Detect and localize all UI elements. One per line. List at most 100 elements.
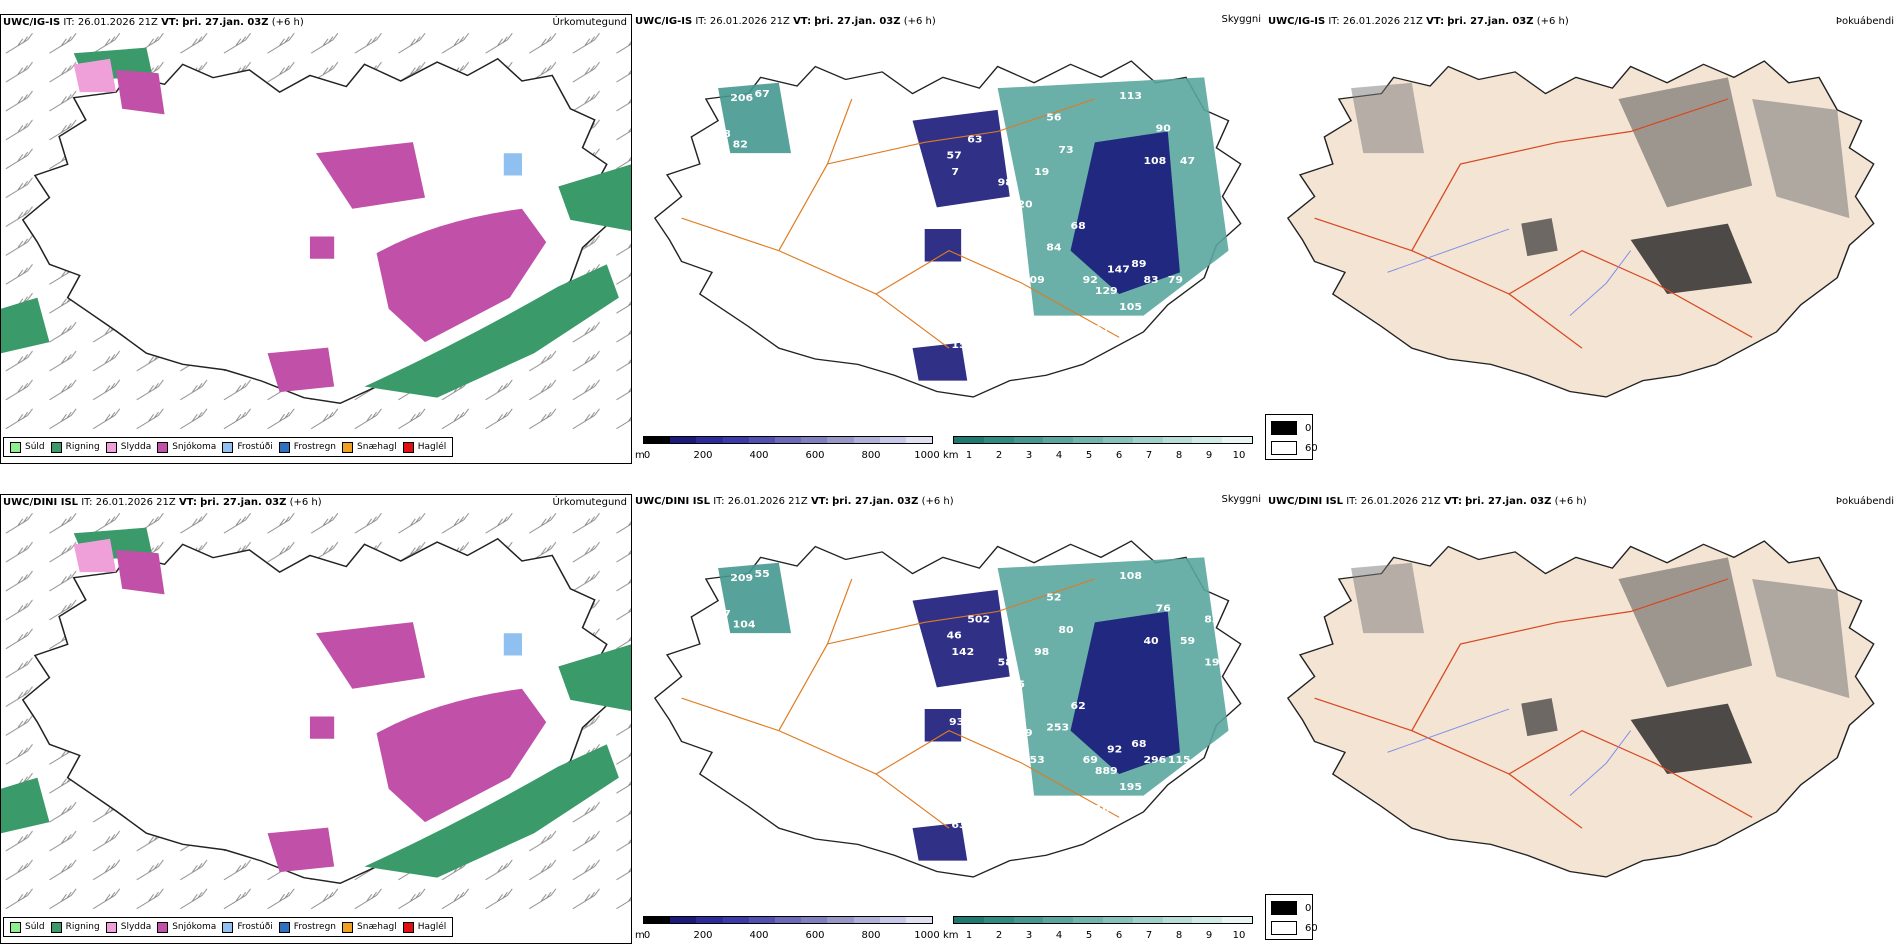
fog-title: Þokuábendi [1835,16,1894,27]
cloudbase-tick: 600 [805,930,825,941]
rivers [1387,228,1632,316]
model-name: UWC/IG-IS [1268,16,1326,27]
precip-area [558,164,631,231]
visibility-unit: km [943,930,959,941]
cloudbase-value: 84 [1046,242,1061,253]
fog-map [1266,514,1898,904]
fog-legend: 0 60 [1265,414,1318,460]
legend-label: Súld [25,442,45,452]
cloudbase-value: 139 [1010,728,1033,739]
visibility-title: Skyggni [1221,494,1261,505]
vt-value: þri. 27.jan. 03Z [1447,16,1534,27]
cloudbase-value: 47 [1180,156,1195,167]
cloudbase-value: 56 [1046,112,1061,123]
fog-swatch [1271,441,1297,455]
vt-label: VT: [178,497,197,508]
it-value: 26.01.2026 21Z [1342,16,1423,27]
lead-time: (+6 h) [289,497,322,508]
precip-legend-item: Frostregn [278,921,336,933]
fog-legend-label: 0 [1305,902,1312,914]
cloudbase-value: 79 [1168,275,1183,286]
visibility-tick: 4 [1055,450,1063,461]
fog-area [1752,99,1850,219]
legend-swatch [222,441,234,453]
visibility-tick: 2 [995,930,1003,941]
cloudbase-area [912,342,968,381]
legend-label: Frostregn [293,442,337,452]
cloudbase-value: 206 [730,93,753,104]
visibility-tick: 9 [1205,930,1213,941]
precip-map [1,511,631,911]
cloudbase-tick: 400 [749,450,769,461]
lead-time: (+6 h) [1554,496,1587,507]
precip-legend-item: Frostúði [222,921,273,933]
visibility-colorbar: km 1 2 3 4 5 6 7 8 9 10 [943,916,1255,946]
panel-header: UWC/DINI ISL IT: 26.01.2026 21Z VT: þri.… [1268,496,1587,507]
precip-legend-item: Súld [10,921,45,933]
cloudbase-value: 83 [1143,275,1158,286]
legend-swatch [157,441,169,453]
cloudbase-tick: 1000 [914,930,940,941]
cloudbase-value: 67 [1095,323,1110,334]
cloudbase-value: 98 [1034,646,1049,657]
cloudbase-value: 195 [1119,782,1142,793]
cloudbase-colorbar: m 0 200 400 600 800 1000 [633,916,940,946]
vt-value: þri. 27.jan. 03Z [814,16,901,27]
visibility-tick: 5 [1085,930,1093,941]
legend-swatch [278,921,290,933]
cloudbase-value: 76 [1156,603,1171,614]
cloudbase-value: 69 [1083,755,1098,766]
visibility-tick: 1 [965,450,973,461]
cloudbase-tick: 800 [861,450,881,461]
fog-legend-item: 0 [1271,901,1311,915]
precip-legend-item: Rigning [50,921,100,933]
cloudbase-value: 67 [979,836,994,847]
cloudbase-tick: 600 [805,450,825,461]
fog-panel: UWC/IG-IS IT: 26.01.2026 21Z VT: þri. 27… [1266,14,1898,464]
precip-area [376,208,547,343]
precip-area [503,633,522,656]
precip-area [309,236,335,259]
it-value: 26.01.2026 21Z [95,497,176,508]
cloudbase-value: 58 [998,657,1013,668]
model-name: UWC/IG-IS [3,17,61,28]
cloudbase-value: 889 [1095,766,1118,777]
fog-area [1618,77,1753,208]
legend-swatch [10,441,21,453]
visibility-colorbar: km 1 2 3 4 5 6 7 8 9 10 [943,436,1255,466]
panel-header: UWC/IG-IS IT: 26.01.2026 21Z VT: þri. 27… [635,16,936,27]
cloudbase-value: 82 [733,139,748,150]
cloudbase-value: 253 [1046,722,1069,733]
model-name: UWC/DINI ISL [635,496,711,507]
panel-header: UWC/DINI ISL IT: 26.01.2026 21Z VT: þri.… [635,496,954,507]
cloudbase-value: 50 [985,679,1000,690]
cloudbase-value: 57 [947,150,962,161]
fog-area [1351,82,1424,154]
panel-header: UWC/IG-IS IT: 26.01.2026 21Z VT: þri. 27… [1268,16,1569,27]
cloudbase-value: 191 [1204,657,1227,668]
cloudbase-value: 296 [1143,755,1166,766]
legend-swatch [402,441,414,453]
fog-area [1630,223,1753,294]
cloudbase-value: 67 [716,608,731,619]
legend-label: Snjókoma [172,922,217,932]
precip-area [267,827,335,873]
vt-label: VT: [1426,16,1445,27]
fog-area [1521,698,1558,737]
legend-swatch [342,921,354,933]
cloudbase-unit: m [635,450,645,461]
legend-label: Haglél [417,922,447,932]
it-value: 26.01.2026 21Z [77,17,158,28]
cloudbase-tick: 1000 [914,450,940,461]
fog-legend-item: 0 [1271,421,1311,435]
cloudbase-value: 92 [1083,275,1098,286]
precip-type-panel: Súld Rigning Slydda Snjókoma Frostúði Frostre… [0,494,632,944]
fog-swatch [1271,901,1297,915]
it-value: 26.01.2026 21Z [727,496,808,507]
cloudbase-value: 83 [1204,614,1219,625]
visibility-tick: 3 [1025,930,1033,941]
precip-map [1,31,631,431]
precip-area [1,777,50,834]
legend-swatch [105,441,117,453]
cloudbase-area [1070,611,1180,774]
